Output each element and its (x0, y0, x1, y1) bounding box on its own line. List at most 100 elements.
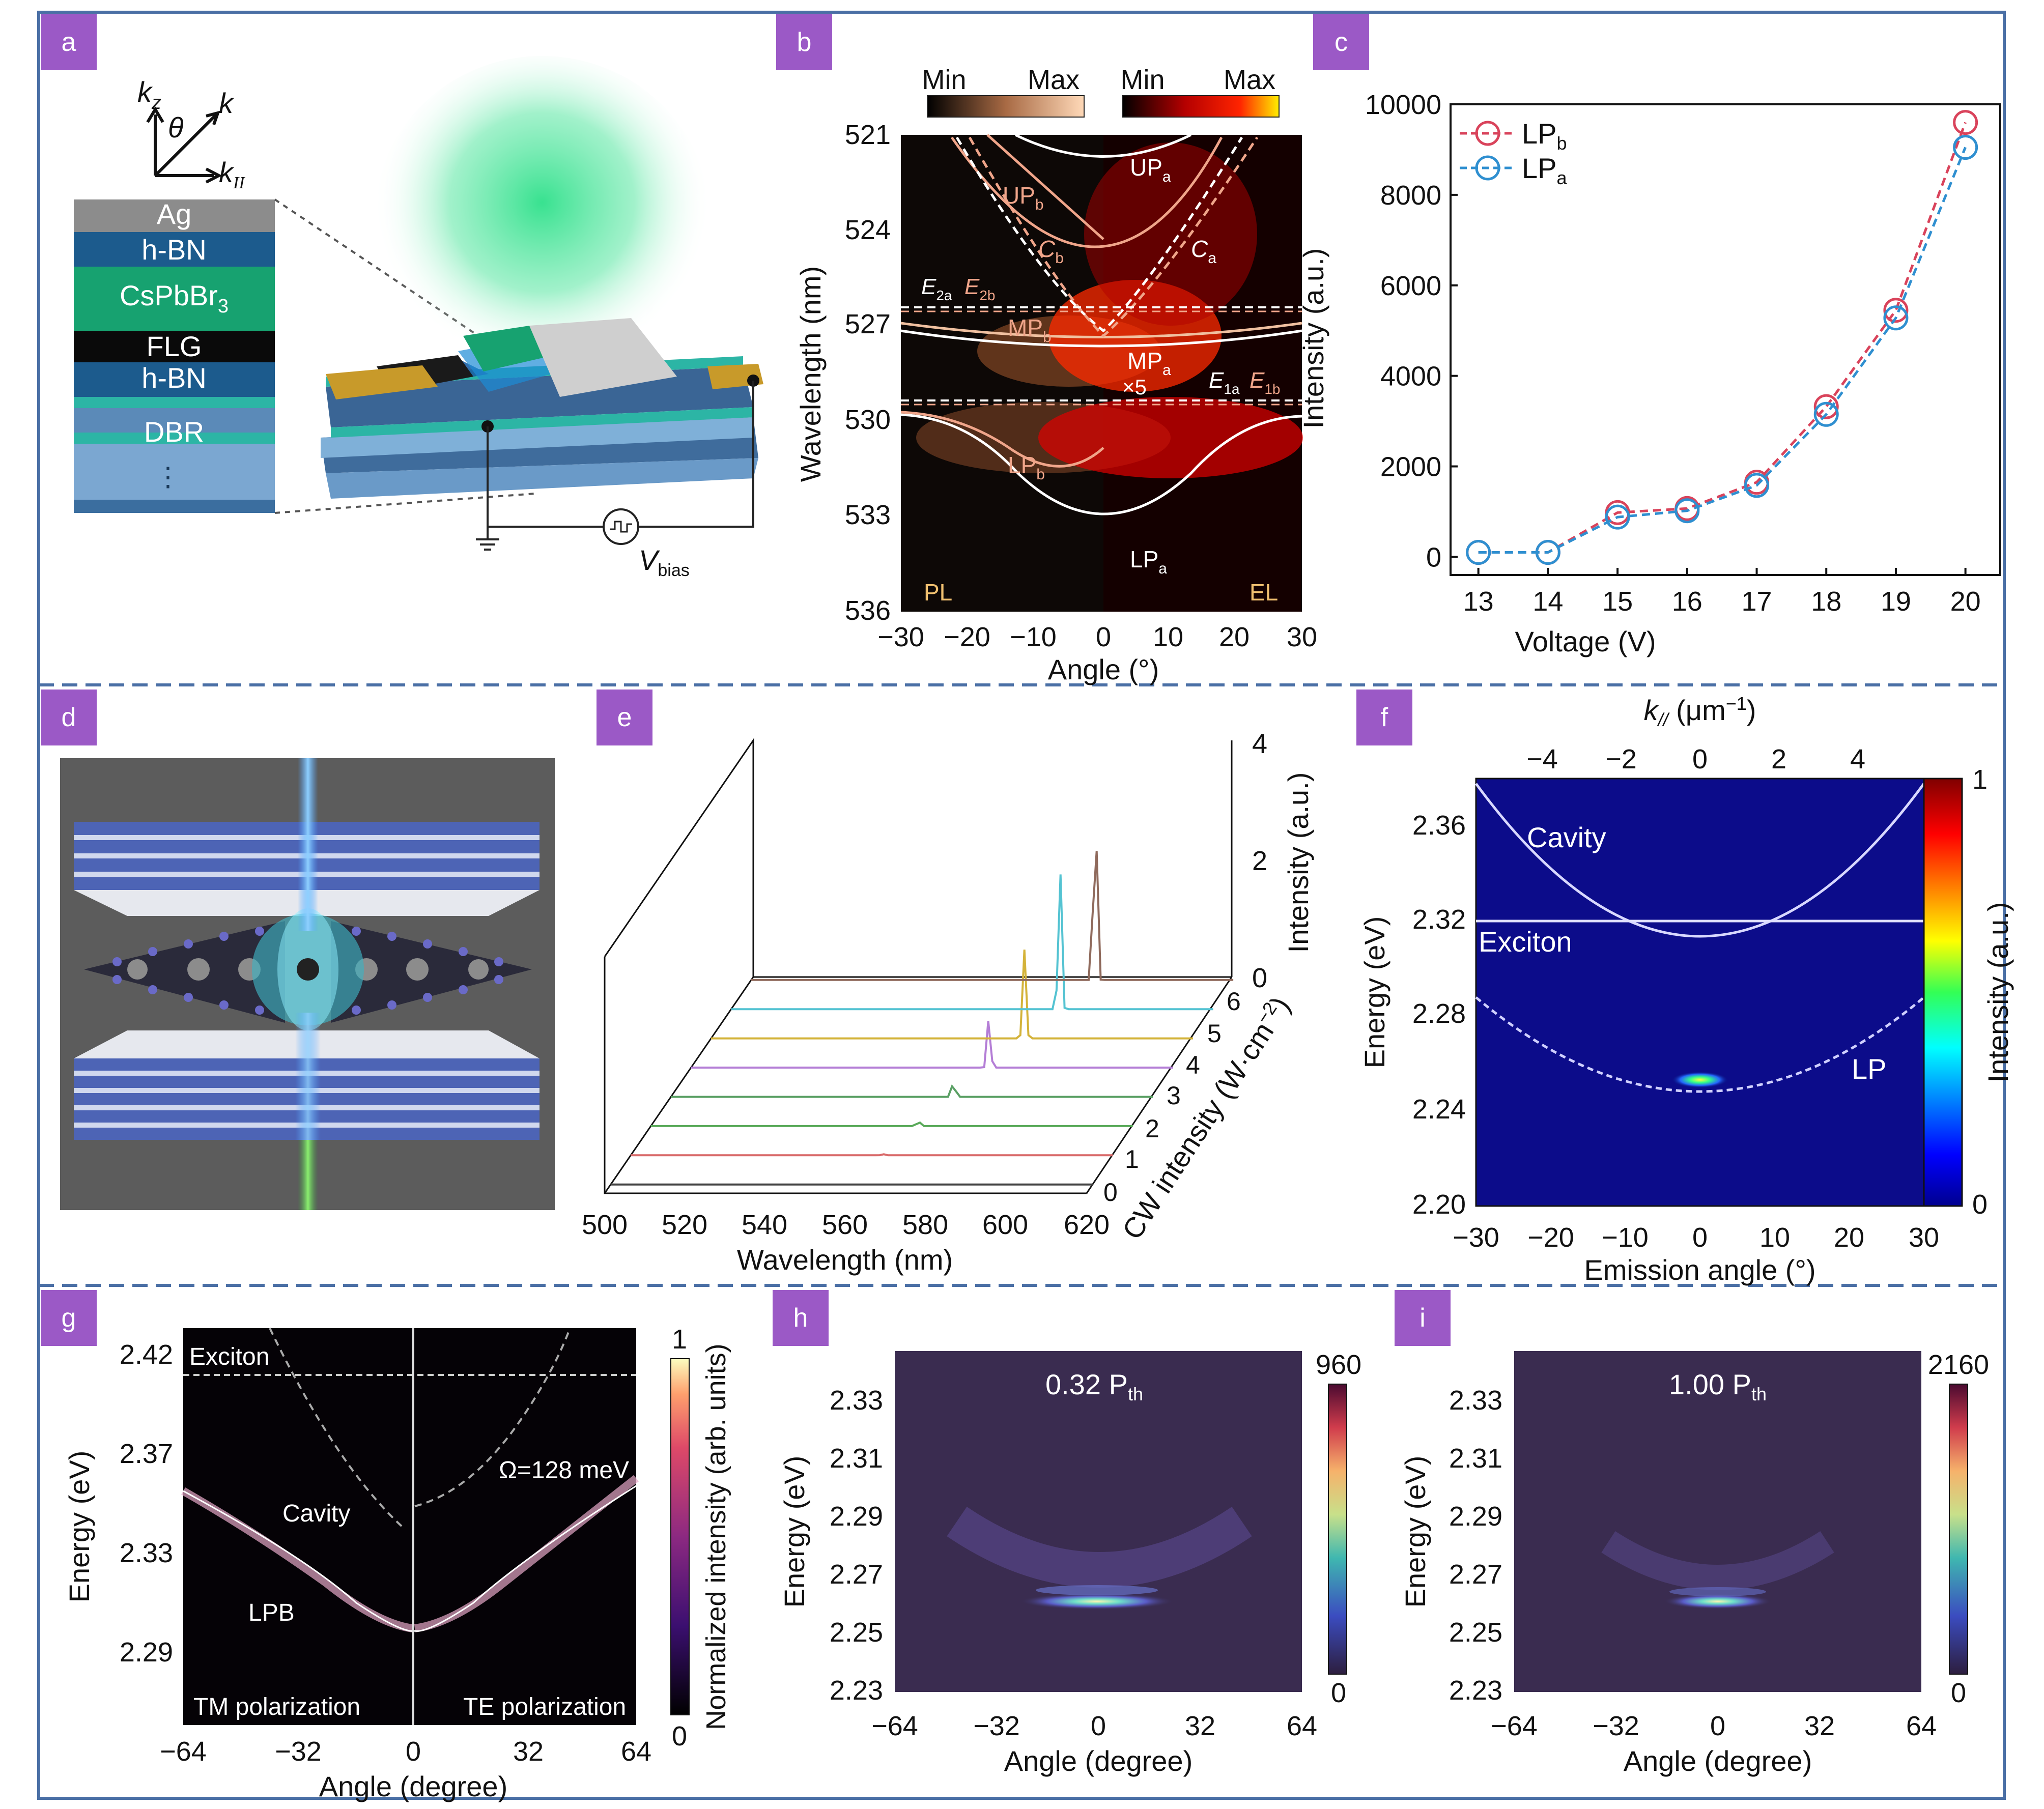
label-x5: ×5 (1122, 375, 1147, 399)
c-point (1883, 305, 1909, 331)
blue-beam-top (298, 758, 318, 931)
g-cblabel: Normalized intensity (arb. units) (701, 1343, 731, 1730)
i-map (1514, 1351, 1921, 1692)
theta-label: θ (168, 111, 183, 143)
svg-text:2.25: 2.25 (830, 1617, 883, 1648)
svg-text:0: 0 (1252, 963, 1267, 993)
svg-text:2.29: 2.29 (1449, 1501, 1502, 1532)
c-xtick-label: 19 (1881, 586, 1911, 617)
layer-hbn-bottom: h-BN (141, 362, 207, 394)
panel-c: c 0 2000 4000 6000 8000 10000 13 14 15 16 17 18 19 20… (1297, 14, 2001, 657)
c-ytick-label: 4000 (1380, 361, 1441, 392)
panel-e: e 500 520 540 560 580 600 620 Wavelength… (582, 690, 1314, 1276)
f-toplabel: k// (μm−1) (1644, 693, 1756, 730)
legend-lpa: LPa (1522, 152, 1568, 188)
f-cavity-label: Cavity (1527, 821, 1606, 853)
c-point (1883, 298, 1909, 323)
c-xtick-label: 15 (1602, 586, 1633, 617)
layer-flg: FLG (147, 330, 202, 362)
b-xlabel: Angle (°) (1048, 653, 1159, 685)
panel-g: g Exciton Cavity LPB Ω=128 meV TM polari… (41, 1290, 731, 1802)
e-xlabel: Wavelength (nm) (737, 1244, 953, 1276)
panel-h-badge (773, 1290, 829, 1346)
h-xticks: −64 −32 0 32 64 (871, 1711, 1317, 1741)
el-glow-lp (1038, 397, 1303, 478)
svg-text:0: 0 (1710, 1711, 1725, 1741)
f-cb-max: 1 (1972, 764, 1988, 795)
svg-text:0: 0 (406, 1736, 421, 1767)
label-e1b: E1b (1250, 368, 1281, 397)
device-illustration (321, 318, 763, 551)
pl-cb-min: Min (922, 65, 966, 95)
svg-text:30: 30 (1287, 622, 1317, 652)
c-point (1744, 473, 1770, 498)
c-point (1674, 498, 1700, 524)
e-spectrum-2 (650, 1121, 1133, 1127)
svg-text:4: 4 (1186, 1051, 1200, 1079)
layer-hbn-top: h-BN (141, 234, 207, 266)
c-xtick-label: 17 (1741, 586, 1772, 617)
svg-text:2.36: 2.36 (1412, 810, 1466, 841)
panel-g-badge (41, 1290, 97, 1346)
panel-b: b Min Max Min Max UPa UPb Cb Ca E2a E2b … (776, 14, 1317, 685)
c-xlabel: Voltage (V) (1515, 625, 1656, 657)
f-lp-curve (1475, 996, 1925, 1093)
panel-c-label: c (1335, 27, 1348, 57)
svg-text:30: 30 (1909, 1222, 1939, 1253)
e-spectrum-5 (711, 950, 1194, 1040)
svg-text:−64: −64 (160, 1736, 207, 1767)
svg-text:2.32: 2.32 (1412, 904, 1466, 935)
svg-text:−64: −64 (871, 1711, 918, 1741)
label-pl: PL (924, 579, 952, 606)
svg-text:2.27: 2.27 (1449, 1559, 1502, 1590)
svg-text:10: 10 (1759, 1222, 1790, 1253)
svg-text:−10: −10 (1010, 622, 1057, 652)
c-series-line-1 (1478, 147, 1967, 554)
f-cb-min: 0 (1972, 1189, 1988, 1220)
svg-text:5: 5 (1207, 1019, 1222, 1048)
b-mode-curves (900, 133, 1302, 515)
label-e2b: E2b (964, 274, 996, 303)
h-yticks: 2.33 2.31 2.29 2.27 2.25 2.23 (830, 1385, 883, 1706)
i-lp-mode (1664, 1594, 1771, 1609)
c-legend: LPb LPa (1460, 118, 1568, 188)
svg-text:−32: −32 (1593, 1711, 1639, 1741)
panel-f-label: f (1381, 703, 1388, 732)
c-ytick-label: 6000 (1380, 271, 1441, 301)
c-point (1535, 540, 1560, 565)
c-xtick-label: 20 (1950, 586, 1981, 617)
el-cb-min: Min (1120, 65, 1165, 95)
zoom-line-bottom (274, 493, 535, 514)
e-yticks: 0 1 2 3 4 5 6 (1103, 987, 1241, 1207)
i-cb-max: 2160 (1928, 1349, 1989, 1380)
pl-cb-max: Max (1028, 65, 1080, 95)
h-cb-max: 960 (1316, 1349, 1361, 1380)
panel-f: f Cavity Exciton LP 2.36 2.32 2.28 2.24 … (1356, 690, 2014, 1286)
green-beam (298, 1140, 318, 1210)
pl-colorbar (927, 95, 1085, 118)
panel-e-label: e (617, 703, 632, 732)
svg-text:536: 536 (845, 595, 891, 626)
label-upa: UPa (1130, 154, 1171, 185)
panel-a-badge (41, 14, 97, 70)
label-cb: Cb (1038, 236, 1064, 267)
g-lpb-te (414, 1475, 639, 1632)
b-xticks: −30 −20 −10 0 10 20 30 (877, 622, 1317, 652)
panel-i-label: i (1420, 1303, 1426, 1333)
c-ytick-label: 2000 (1380, 452, 1441, 482)
e-zticks: 0 2 4 (1252, 729, 1267, 993)
panel-a: a kz k θ kII Ag h-BN CsPbBr3 FLG h-BN DB… (41, 14, 763, 580)
g-cb-min: 0 (672, 1721, 687, 1751)
svg-text:−20: −20 (944, 622, 990, 652)
svg-text:−64: −64 (1491, 1711, 1538, 1741)
f-lp-spot (1672, 1072, 1728, 1088)
svg-text:2.31: 2.31 (830, 1443, 883, 1474)
svg-text:0: 0 (1096, 622, 1111, 652)
g-lpb-label: LPB (248, 1599, 295, 1626)
k-vector-diagram (146, 106, 222, 184)
label-mpa: MPa (1127, 348, 1171, 379)
g-ylabel: Energy (eV) (63, 1451, 95, 1603)
panel-f-badge (1356, 690, 1412, 745)
svg-text:32: 32 (513, 1736, 544, 1767)
svg-text:620: 620 (1064, 1210, 1110, 1240)
